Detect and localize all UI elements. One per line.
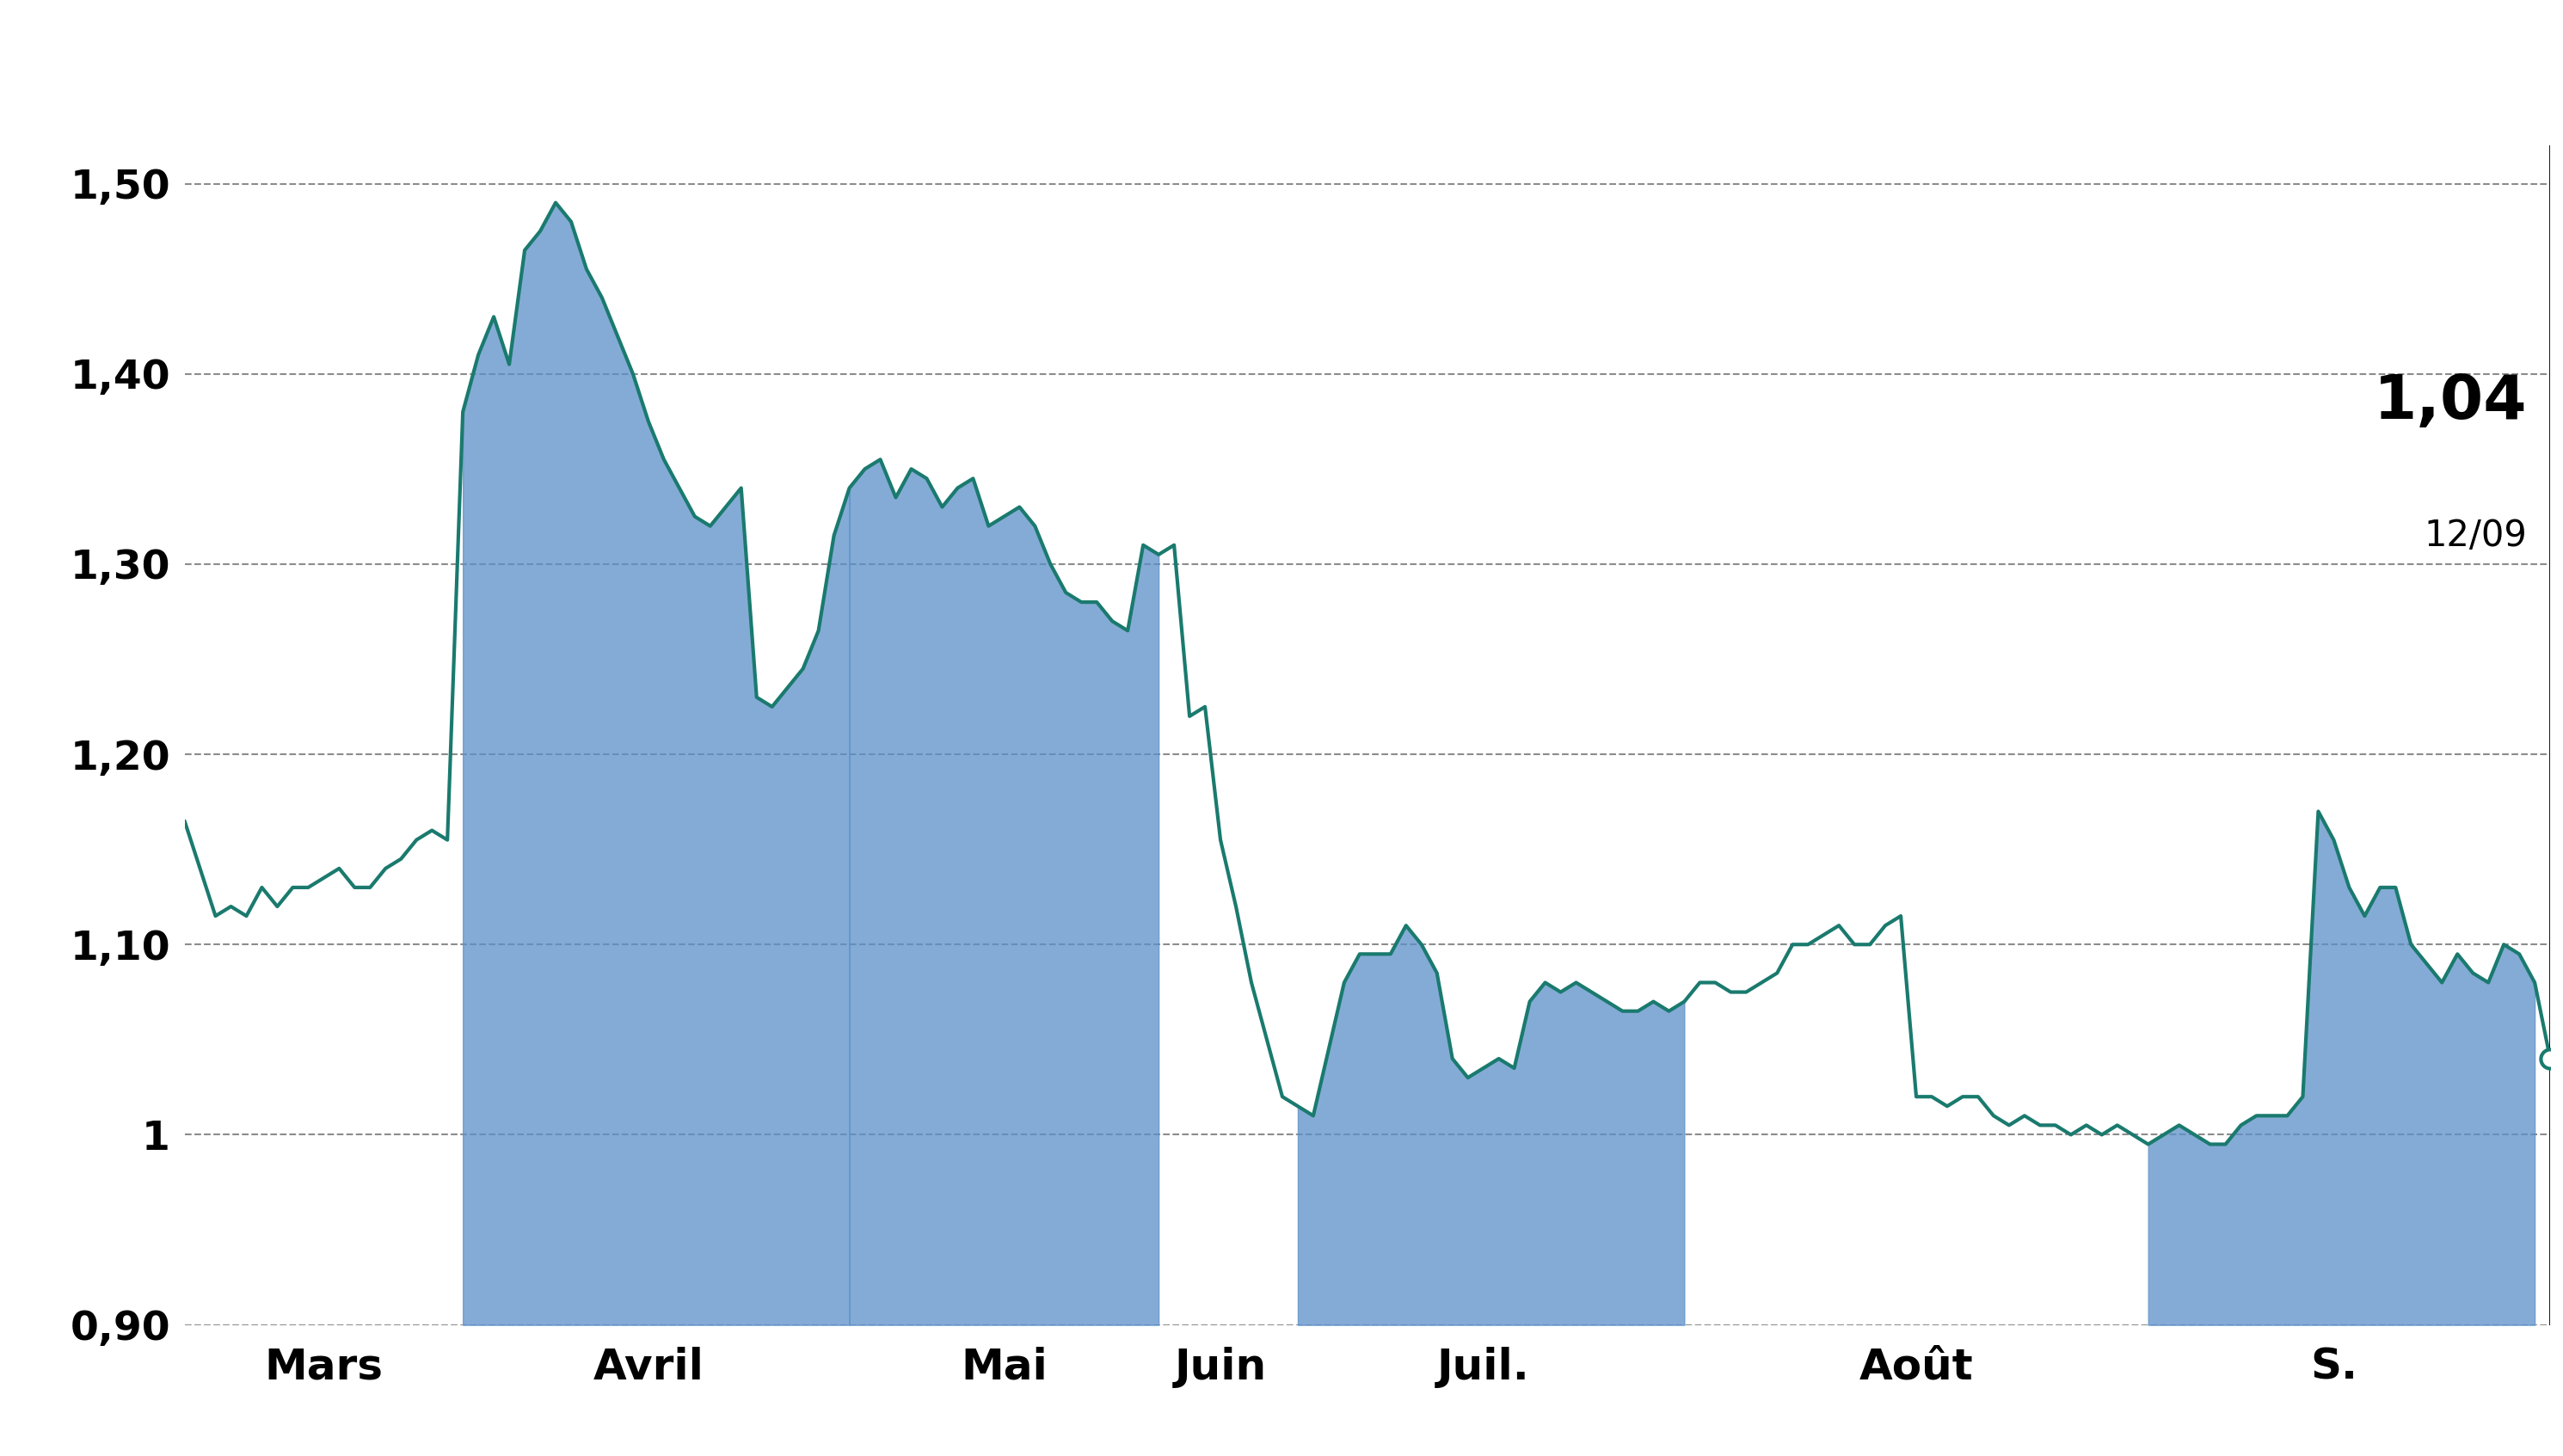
Text: 1,04: 1,04 (2373, 373, 2527, 432)
Text: TRANSGENE: TRANSGENE (956, 13, 1607, 106)
Text: 12/09: 12/09 (2425, 517, 2527, 553)
